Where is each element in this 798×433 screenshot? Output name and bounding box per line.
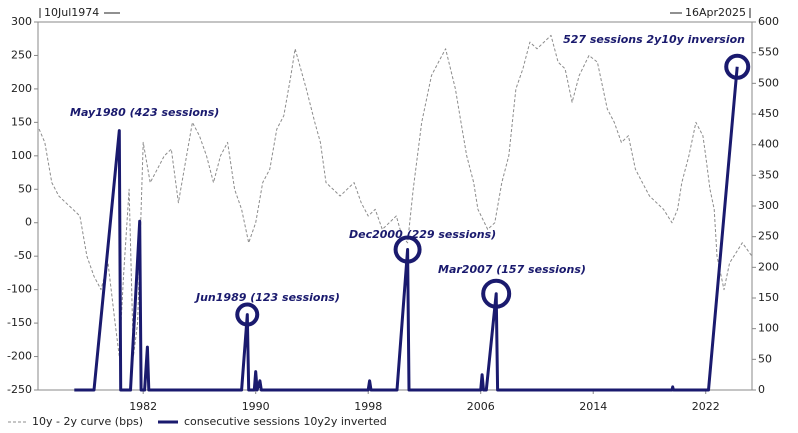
y2-tick-label: 600 [758, 15, 779, 28]
peak-marker [393, 235, 422, 264]
annotation: 527 sessions 2y10y inversion [563, 33, 745, 46]
y2-tick-label: 450 [758, 107, 779, 120]
y-tick-label: -50 [14, 249, 32, 262]
y-tick-label: 200 [11, 82, 32, 95]
x-tick-label: 1982 [129, 400, 157, 413]
y2-tick-label: 350 [758, 168, 779, 181]
y2-tick-label: 550 [758, 46, 779, 59]
legend-label: 10y - 2y curve (bps) [32, 415, 143, 428]
y2-tick-label: 250 [758, 230, 779, 243]
start-label: 10Jul1974 [44, 6, 99, 19]
y2-tick-label: 150 [758, 291, 779, 304]
annotation: Jun1989 (123 sessions) [194, 291, 340, 304]
y2-tick-label: 500 [758, 76, 779, 89]
y2-tick-label: 100 [758, 322, 779, 335]
x-tick-label: 1998 [354, 400, 382, 413]
y2-tick-label: 200 [758, 260, 779, 273]
y2-tick-label: 300 [758, 199, 779, 212]
x-tick-label: 2006 [467, 400, 495, 413]
peak-marker [724, 53, 751, 80]
y-tick-label: 150 [11, 115, 32, 128]
x-tick-label: 1990 [242, 400, 270, 413]
peak-marker [235, 302, 260, 327]
y-tick-label: 300 [11, 15, 32, 28]
y-tick-label: -200 [7, 350, 32, 363]
annotation: Mar2007 (157 sessions) [438, 263, 586, 276]
x-tick-label: 2022 [692, 400, 720, 413]
series-line [74, 66, 739, 392]
y-tick-label: -100 [7, 283, 32, 296]
y2-tick-label: 50 [758, 352, 772, 365]
y-tick-label: 0 [25, 216, 32, 229]
y-tick-label: -150 [7, 316, 32, 329]
y-tick-label: 50 [18, 182, 32, 195]
y-tick-label: 250 [11, 48, 32, 61]
legend-label: consecutive sessions 10y2y inverted [184, 415, 387, 428]
y-tick-label: -250 [7, 383, 32, 396]
y-tick-label: 100 [11, 149, 32, 162]
plot-frame [37, 21, 753, 391]
annotation: Dec2000 (229 sessions) [349, 228, 496, 241]
x-tick-label: 2014 [579, 400, 607, 413]
annotation: May1980 (423 sessions) [70, 106, 219, 119]
peak-marker [481, 278, 512, 309]
series-line [38, 34, 753, 357]
end-label: 16Apr2025 [685, 6, 746, 19]
y2-tick-label: 400 [758, 138, 779, 151]
y2-tick-label: 0 [758, 383, 765, 396]
